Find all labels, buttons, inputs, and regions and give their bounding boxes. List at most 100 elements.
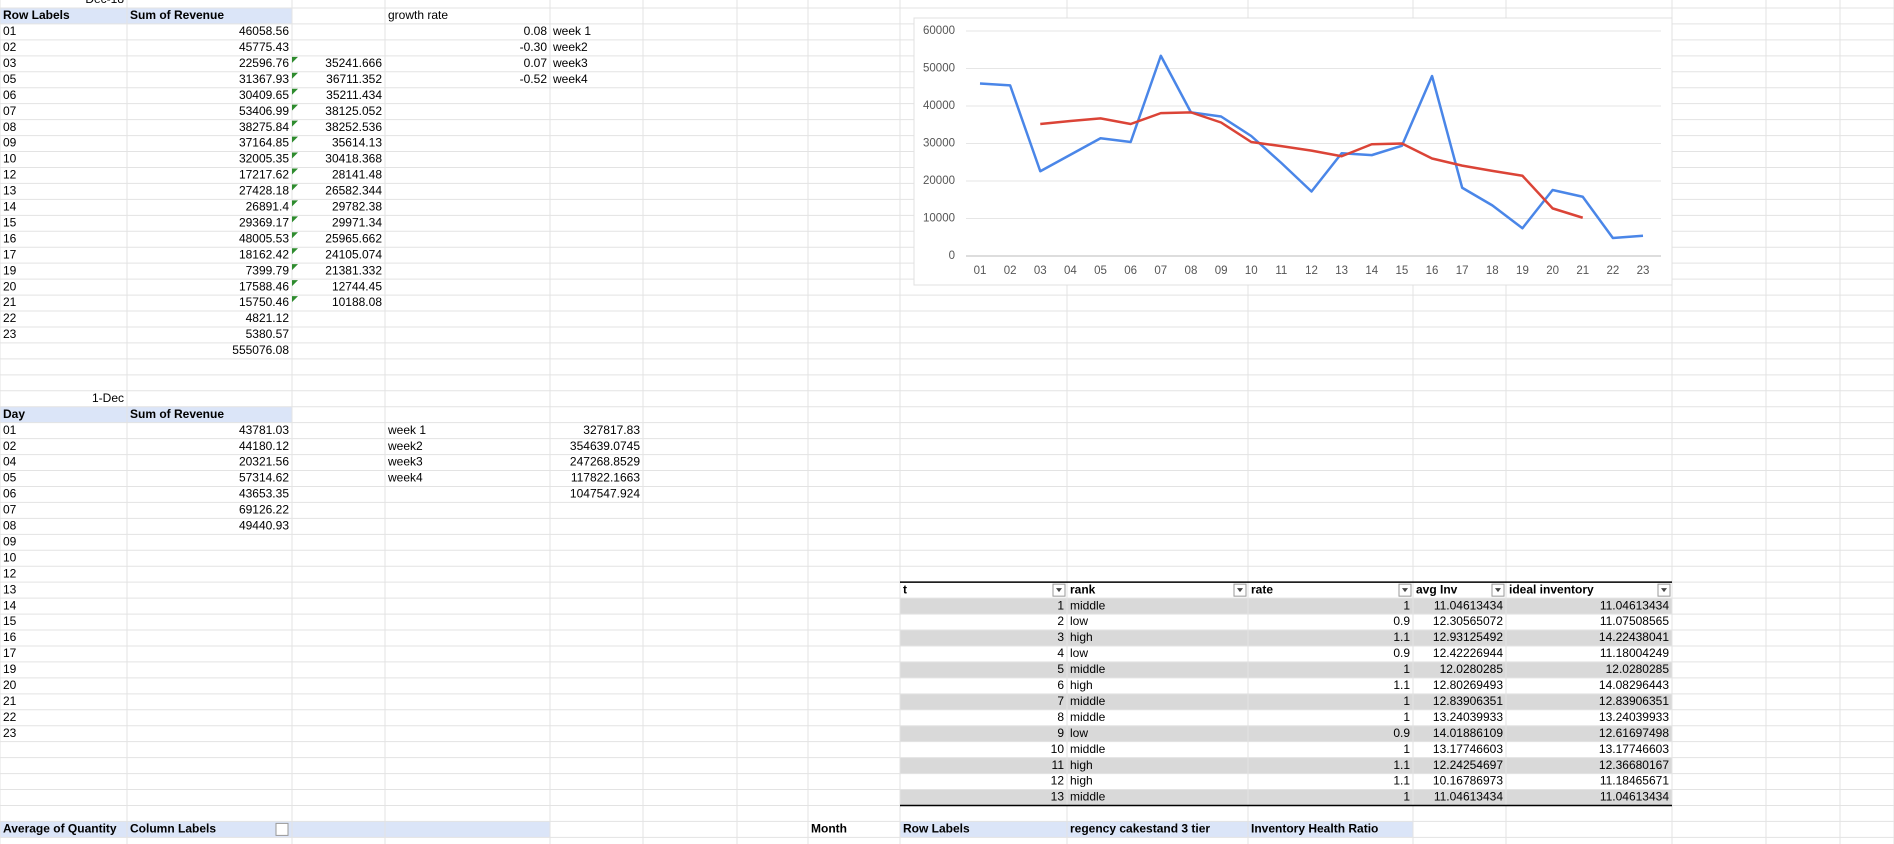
cell: 29369.17 xyxy=(239,215,289,229)
cell: 02 xyxy=(3,439,17,453)
cell: middle xyxy=(1070,662,1106,676)
cell: 13 xyxy=(3,582,17,596)
x-tick-label: 12 xyxy=(1305,265,1318,277)
cell: 1-Dec xyxy=(92,391,124,405)
cell: Month xyxy=(811,822,847,836)
cell: 1 xyxy=(1403,710,1410,724)
cell: 30409.65 xyxy=(239,88,289,102)
cell: 13.17746603 xyxy=(1599,742,1669,756)
cell: 09 xyxy=(3,534,17,548)
cell: 1 xyxy=(1403,662,1410,676)
cell: week 1 xyxy=(552,24,591,38)
cell: 21 xyxy=(3,295,17,309)
error-flag xyxy=(292,296,298,303)
cell: 12.61697498 xyxy=(1599,726,1669,740)
error-flag xyxy=(292,264,298,271)
error-flag xyxy=(292,280,298,287)
cell: 12 xyxy=(3,168,17,182)
filter-button[interactable] xyxy=(275,822,289,836)
cell: 21381.332 xyxy=(325,263,382,277)
cell: 07 xyxy=(3,104,17,118)
cell: 22 xyxy=(3,710,17,724)
cell: 17 xyxy=(3,646,17,660)
header-fill xyxy=(900,598,1672,615)
error-flag xyxy=(292,152,298,159)
y-tick-label: 60000 xyxy=(923,25,955,37)
cell: 48005.53 xyxy=(239,231,289,245)
filter-arrow xyxy=(1056,588,1062,593)
cell: 2 xyxy=(1057,614,1064,628)
cell: 7399.79 xyxy=(246,263,290,277)
y-tick-label: 20000 xyxy=(923,175,955,187)
cell: 12.0280285 xyxy=(1606,662,1670,676)
cell: 29782.38 xyxy=(332,200,382,214)
cell: 555076.08 xyxy=(232,343,289,357)
cell: 12.93125492 xyxy=(1433,630,1503,644)
cell: avg Inv xyxy=(1416,582,1458,596)
error-flag xyxy=(292,72,298,79)
cell: 327817.83 xyxy=(583,423,640,437)
error-flag xyxy=(292,216,298,223)
cell: 20 xyxy=(3,678,17,692)
line-series xyxy=(1040,111,1584,219)
cell: ideal inventory xyxy=(1509,582,1594,596)
cell: 1.1 xyxy=(1393,758,1410,772)
header-fill xyxy=(900,661,1672,678)
cell: 19 xyxy=(3,263,17,277)
cell: 1.1 xyxy=(1393,630,1410,644)
chart-area xyxy=(913,17,1673,286)
cell: 05 xyxy=(3,471,17,485)
cell: 45775.43 xyxy=(239,40,289,54)
cell: rank xyxy=(1070,582,1096,596)
cell: week4 xyxy=(552,72,588,86)
cell: 12.36680167 xyxy=(1599,758,1669,772)
header-fill xyxy=(900,630,1672,646)
cell: 1 xyxy=(1403,694,1410,708)
cell: 12744.45 xyxy=(332,279,382,293)
cell: 0.9 xyxy=(1393,646,1410,660)
x-tick-label: 01 xyxy=(974,265,987,277)
cell: 22 xyxy=(3,311,17,325)
cell: 6 xyxy=(1057,678,1064,692)
cell: 14 xyxy=(3,200,17,214)
cell: 35211.434 xyxy=(326,88,382,102)
cell: 5380.57 xyxy=(246,327,290,341)
cell: 25965.662 xyxy=(325,231,382,245)
cell: 1.1 xyxy=(1393,774,1410,788)
header-fill xyxy=(900,725,1672,742)
cell: Dec-18 xyxy=(85,0,124,6)
filter-arrow xyxy=(1495,588,1501,593)
cell: 17217.62 xyxy=(239,168,289,182)
cell: Sum of Revenue xyxy=(130,407,224,421)
x-tick-label: 15 xyxy=(1396,265,1409,277)
cell: 15 xyxy=(3,614,17,628)
cell: low xyxy=(1070,646,1088,660)
cell: Inventory Health Ratio xyxy=(1251,822,1378,836)
x-tick-label: 16 xyxy=(1426,265,1439,277)
cell: 08 xyxy=(3,519,17,533)
cell: 16 xyxy=(3,231,17,245)
cell: 3 xyxy=(1057,630,1064,644)
cell: 14.22438041 xyxy=(1599,630,1669,644)
cell: 20 xyxy=(3,279,17,293)
cell: week3 xyxy=(387,455,423,469)
cell: 12.42226944 xyxy=(1433,646,1503,660)
cell: 02 xyxy=(3,40,17,54)
error-flag xyxy=(292,248,298,255)
cell: 354639.0745 xyxy=(570,439,640,453)
cell: middle xyxy=(1070,790,1106,804)
cell: high xyxy=(1070,678,1093,692)
y-tick-label: 0 xyxy=(949,250,955,262)
header-fill xyxy=(0,7,292,24)
x-tick-label: 04 xyxy=(1064,265,1077,277)
cell: week3 xyxy=(552,56,588,70)
cell: 26582.344 xyxy=(325,184,382,198)
cell: 23 xyxy=(3,327,17,341)
x-tick-label: 03 xyxy=(1034,265,1047,277)
x-tick-label: 08 xyxy=(1185,265,1198,277)
cell: 15750.46 xyxy=(239,295,289,309)
cell: 43653.35 xyxy=(239,487,289,501)
cell: 15 xyxy=(3,215,17,229)
cell: low xyxy=(1070,726,1088,740)
